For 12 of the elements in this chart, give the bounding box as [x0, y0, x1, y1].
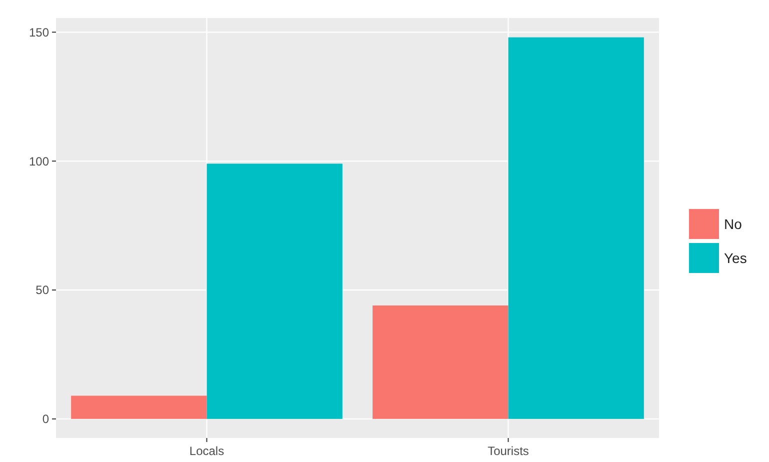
y-tick-label: 150 [28, 25, 50, 40]
bar [206, 164, 342, 419]
bar [71, 396, 207, 419]
y-tick-label: 50 [36, 283, 50, 298]
x-tick-label: Tourists [488, 444, 529, 458]
y-tick-label: 100 [28, 154, 50, 168]
x-tick-label: Locals [189, 444, 224, 458]
bar [372, 305, 508, 419]
y-tick-label: 0 [42, 412, 50, 426]
bar [508, 37, 644, 419]
legend-label: No [724, 216, 742, 232]
legend-label: Yes [724, 250, 747, 266]
